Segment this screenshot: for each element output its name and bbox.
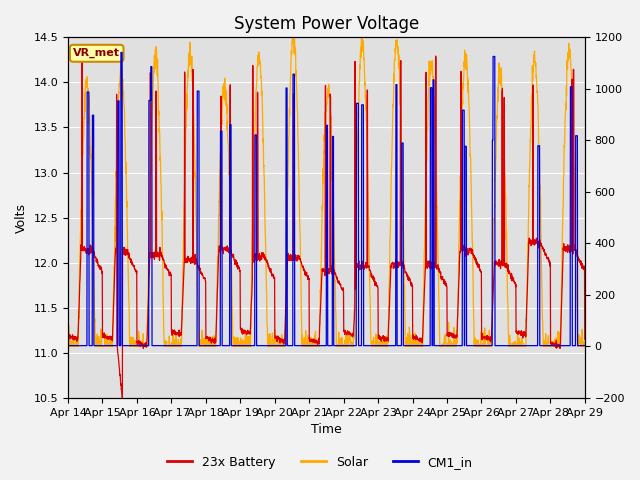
23x Battery [581,336,589,342]
Solar [64,344,72,349]
Line: CM1_in: CM1_in [68,52,585,346]
Solar [581,344,589,349]
CM1_in [64,343,72,348]
23x Battery [550,342,557,348]
CM1_in [341,343,349,348]
23x Battery [341,328,349,334]
Solar [550,344,557,349]
Solar [289,27,297,33]
Line: Solar: Solar [68,30,585,347]
X-axis label: Time: Time [311,423,342,436]
Y-axis label: Volts: Volts [15,203,28,233]
23x Battery [118,395,126,401]
23x Battery [353,263,360,268]
CM1_in [209,343,216,348]
Solar [477,344,484,349]
Solar [341,344,349,349]
23x Battery [536,238,543,243]
CM1_in [581,343,589,348]
Title: System Power Voltage: System Power Voltage [234,15,419,33]
CM1_in [536,143,543,149]
CM1_in [353,100,360,106]
Solar [536,153,543,159]
Legend: 23x Battery, Solar, CM1_in: 23x Battery, Solar, CM1_in [163,451,477,474]
Solar [353,194,360,200]
CM1_in [477,343,484,348]
Line: 23x Battery: 23x Battery [68,56,585,398]
23x Battery [432,53,440,59]
Solar [208,334,216,339]
CM1_in [117,49,125,55]
23x Battery [209,336,216,341]
23x Battery [64,333,72,338]
CM1_in [550,343,557,348]
Text: VR_met: VR_met [73,48,120,59]
23x Battery [477,269,484,275]
